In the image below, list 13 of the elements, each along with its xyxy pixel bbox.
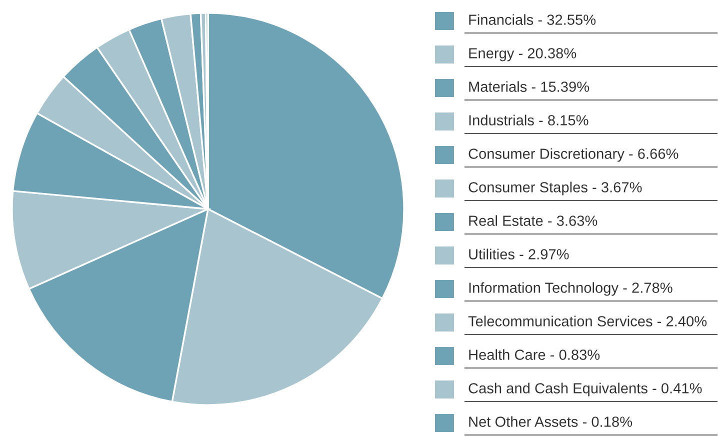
legend-label: Industrials - 8.15%: [469, 114, 588, 126]
legend-label: Real Estate - 3.63%: [469, 215, 598, 226]
legend-label: Utilities - 2.97%: [469, 248, 569, 260]
legend-label: Net Other Assets - 0.18%: [469, 416, 632, 427]
legend-label: Health Care - 0.83%: [469, 349, 600, 360]
legend-label: Information Technology - 2.78%: [469, 282, 672, 296]
legend-label: Cash and Cash Equivalents - 0.41%: [468, 382, 702, 396]
legend-label: Materials - 15.39%: [469, 81, 590, 92]
legend-label: Financials - 32.55%: [469, 14, 596, 25]
legend-label: Consumer Discretionary - 6.66%: [468, 148, 678, 162]
legend-label: Consumer Staples - 3.67%: [468, 182, 642, 196]
legend-label: Energy - 20.38%: [469, 48, 576, 62]
legend-label: Telecommunication Services - 2.40%: [468, 316, 707, 326]
